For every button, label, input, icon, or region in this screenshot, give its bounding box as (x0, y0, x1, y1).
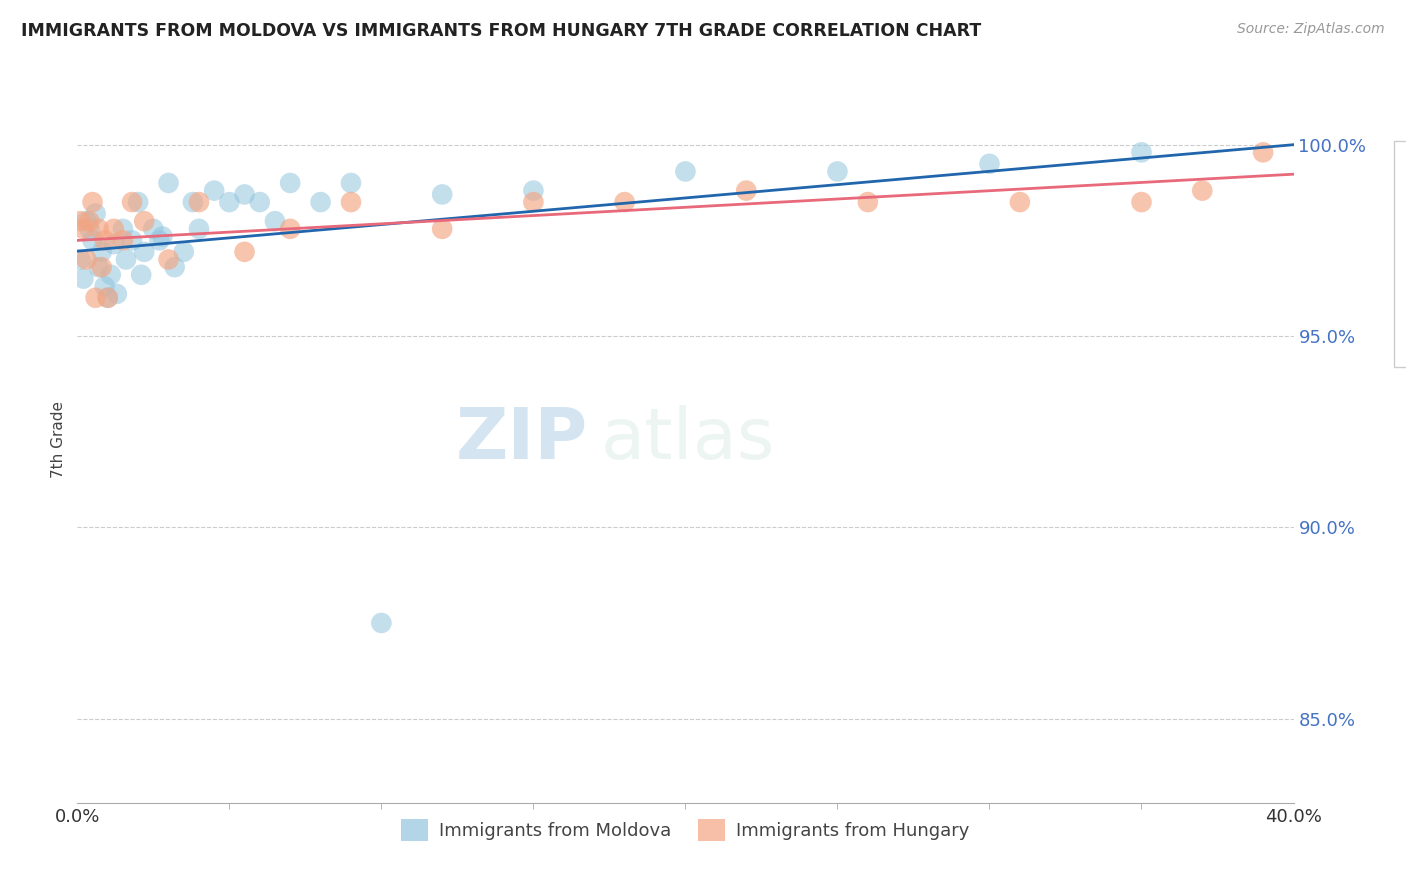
Point (87, 260, 110, 274)
Point (1130, 195, 1153, 210)
FancyBboxPatch shape (1393, 141, 1406, 367)
Point (218, 195, 240, 210)
Point (111, 233, 134, 247)
Point (134, 214, 156, 228)
Point (121, 233, 143, 247)
Point (75, 252, 97, 267)
Point (278, 176, 301, 190)
Point (148, 233, 170, 247)
Y-axis label: 7th Grade: 7th Grade (51, 401, 66, 478)
Point (84, 291, 107, 305)
Point (152, 229, 174, 244)
Text: IMMIGRANTS FROM MOLDOVA VS IMMIGRANTS FROM HUNGARY 7TH GRADE CORRELATION CHART: IMMIGRANTS FROM MOLDOVA VS IMMIGRANTS FR… (21, 22, 981, 40)
Point (264, 214, 287, 228)
Point (103, 237, 125, 252)
Text: Source: ZipAtlas.com: Source: ZipAtlas.com (1237, 22, 1385, 37)
Text: ZIP: ZIP (456, 405, 588, 474)
Point (87, 222, 110, 236)
Point (827, 164, 849, 178)
Point (188, 195, 211, 210)
Point (79, 214, 101, 228)
Point (82, 195, 104, 210)
Point (111, 222, 134, 236)
Point (72, 271, 94, 285)
Point (100, 268, 122, 282)
Point (79, 222, 101, 236)
Point (97, 291, 120, 305)
Point (115, 252, 138, 267)
Point (613, 195, 636, 210)
Point (127, 195, 149, 210)
Point (105, 287, 128, 301)
Text: atlas: atlas (600, 405, 775, 474)
Point (430, 222, 453, 236)
Point (129, 268, 152, 282)
Point (93, 279, 115, 293)
Point (430, 187, 453, 202)
Point (103, 222, 125, 236)
Point (188, 222, 211, 236)
Point (309, 195, 332, 210)
Point (856, 195, 879, 210)
Point (522, 184, 544, 198)
Point (181, 195, 204, 210)
Point (97, 291, 120, 305)
Legend: Immigrants from Moldova, Immigrants from Hungary: Immigrants from Moldova, Immigrants from… (394, 812, 977, 848)
Point (249, 195, 271, 210)
Point (82, 233, 104, 247)
Point (1251, 145, 1274, 160)
Point (72, 222, 94, 236)
Point (142, 222, 165, 236)
Point (1130, 145, 1153, 160)
Point (93, 233, 115, 247)
Point (69, 214, 91, 228)
Point (675, 164, 697, 178)
Point (233, 244, 256, 259)
Point (90, 244, 112, 259)
Point (75, 214, 97, 228)
Point (90, 260, 112, 274)
Point (979, 157, 1001, 171)
Point (370, 615, 392, 630)
Point (278, 222, 301, 236)
Point (233, 187, 256, 202)
Point (157, 176, 180, 190)
Point (202, 184, 225, 198)
Point (121, 195, 143, 210)
Point (134, 244, 156, 259)
Point (1008, 195, 1031, 210)
Point (735, 184, 758, 198)
Point (340, 195, 363, 210)
Point (163, 260, 186, 274)
Point (522, 195, 544, 210)
Point (1191, 184, 1213, 198)
Point (157, 252, 180, 267)
Point (69, 252, 91, 267)
Point (173, 244, 195, 259)
Point (340, 176, 363, 190)
Point (84, 206, 107, 220)
